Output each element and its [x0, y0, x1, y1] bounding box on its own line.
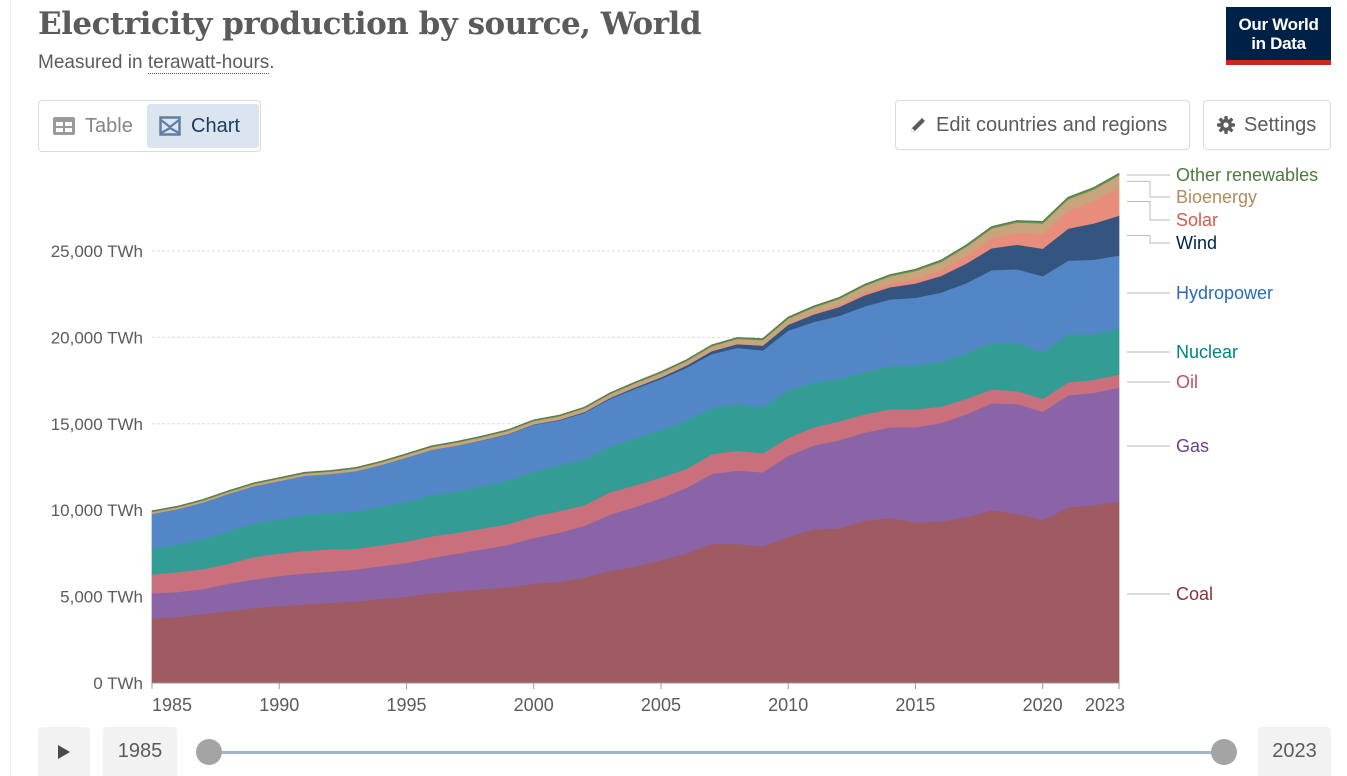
play-icon — [58, 744, 70, 759]
chart-title: Electricity production by source, World — [38, 6, 702, 42]
legend-label-wind: Wind — [1176, 233, 1217, 253]
page-border — [10, 0, 11, 776]
end-year-label[interactable]: 2023 — [1258, 727, 1331, 776]
y-tick-label: 25,000 TWh — [51, 242, 143, 261]
logo-line-1: Our World — [1238, 15, 1319, 34]
tab-table[interactable]: Table — [49, 104, 149, 148]
legend: Coal Gas Oil Nuclear Hydropower Wind Solar Bioe… — [1127, 165, 1318, 604]
x-tick-label: 2015 — [895, 695, 935, 715]
legend-label-solar: Solar — [1176, 210, 1218, 230]
x-tick-label: 2005 — [641, 695, 681, 715]
legend-connector — [1127, 200, 1170, 221]
owid-logo[interactable]: Our World in Data — [1226, 7, 1331, 65]
legend-label-coal: Coal — [1176, 584, 1213, 604]
edit-countries-button[interactable]: Edit countries and regions — [895, 100, 1190, 150]
settings-button[interactable]: Settings — [1203, 100, 1331, 150]
gear-icon — [1217, 116, 1235, 134]
y-tick-label: 10,000 TWh — [51, 501, 143, 520]
play-button[interactable] — [38, 727, 90, 776]
tab-table-label: Table — [85, 114, 133, 137]
legend-connector — [1127, 180, 1170, 198]
legend-label-nuclear: Nuclear — [1176, 342, 1238, 362]
chart-subtitle: Measured in terawatt-hours. — [38, 52, 275, 74]
logo-line-2: in Data — [1251, 34, 1306, 53]
area-top-outline — [151, 172, 1120, 512]
subtitle-prefix: Measured in — [38, 52, 148, 73]
edit-countries-label: Edit countries and regions — [936, 113, 1168, 136]
unit-link[interactable]: terawatt-hours — [147, 52, 270, 74]
x-tick-label: 2010 — [768, 695, 808, 715]
settings-label: Settings — [1244, 113, 1317, 136]
legend-connector — [1127, 234, 1170, 244]
chart-icon — [159, 116, 181, 136]
x-tick-label: 2023 — [1085, 695, 1125, 715]
y-tick-label: 20,000 TWh — [51, 328, 143, 347]
timeline-slider-track[interactable] — [208, 751, 1224, 754]
x-tick-label: 1990 — [259, 695, 299, 715]
y-tick-label: 5,000 TWh — [60, 588, 143, 607]
table-icon — [53, 117, 75, 135]
x-tick-label: 1985 — [152, 695, 192, 715]
subtitle-suffix: . — [269, 52, 275, 73]
y-tick-label: 0 TWh — [93, 674, 143, 693]
tab-chart-label: Chart — [191, 114, 240, 137]
legend-label-oil: Oil — [1176, 372, 1198, 392]
legend-label-gas: Gas — [1176, 436, 1209, 456]
start-year-label[interactable]: 1985 — [103, 727, 177, 776]
area-series — [151, 172, 1120, 684]
axes: 0 TWh 5,000 TWh 10,000 TWh 15,000 TWh 20,000… — [51, 242, 1125, 715]
stacked-area-chart: 0 TWh 5,000 TWh 10,000 TWh 15,000 TWh 20,000… — [51, 165, 1318, 715]
tab-chart[interactable]: Chart — [147, 104, 259, 148]
x-tick-label: 2020 — [1023, 695, 1063, 715]
timeline-start-handle[interactable] — [196, 739, 222, 765]
pencil-icon — [911, 118, 925, 132]
x-tick-label: 1995 — [386, 695, 426, 715]
x-tick-label: 2000 — [514, 695, 554, 715]
timeline-end-handle[interactable] — [1211, 739, 1237, 765]
timeline: 1985 2023 — [0, 727, 1347, 776]
legend-label-bioenergy: Bioenergy — [1176, 187, 1257, 207]
y-tick-label: 15,000 TWh — [51, 415, 143, 434]
view-tabs: Table Chart — [38, 100, 261, 152]
legend-label-other-renewables: Other renewables — [1176, 165, 1318, 185]
legend-label-hydropower: Hydropower — [1176, 283, 1273, 303]
